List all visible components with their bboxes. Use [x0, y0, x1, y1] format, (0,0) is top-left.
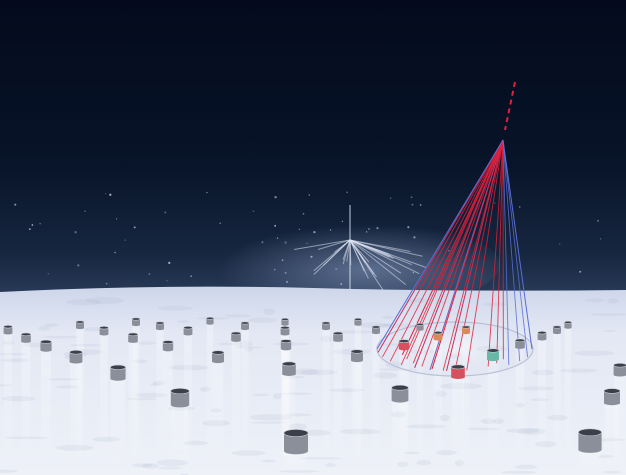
- detector-tank: [398, 339, 410, 351]
- detector-tank: [280, 326, 290, 336]
- detector-tank: [450, 364, 466, 379]
- snow-field: [0, 286, 626, 475]
- detector-tank: [613, 362, 626, 377]
- detector-tank: [131, 317, 141, 327]
- detector-tank: [3, 325, 13, 335]
- detector-tank: [283, 429, 309, 455]
- detector-tank: [155, 321, 165, 331]
- detector-tank: [240, 321, 250, 331]
- detector-tank: [416, 322, 424, 331]
- detector-tank-icon: [3, 316, 626, 455]
- detector-tank: [99, 326, 109, 336]
- detector-tank: [433, 331, 443, 341]
- detector-tank: [281, 361, 297, 376]
- detector-tank: [230, 331, 242, 342]
- detector-tank: [350, 349, 364, 363]
- detector-tank: [514, 338, 526, 349]
- light-cone-icon: [376, 139, 533, 372]
- detector-tank: [281, 317, 289, 326]
- detector-tank: [332, 331, 344, 342]
- detector-tank: [603, 388, 621, 406]
- detector-tank: [354, 317, 362, 326]
- detector-tank: [564, 320, 572, 329]
- detector-tank: [321, 321, 331, 331]
- detector-tank: [20, 332, 32, 343]
- detector-tank: [280, 339, 292, 351]
- detector-tank: [578, 428, 602, 453]
- detector-tank: [40, 339, 52, 352]
- detector-tank: [461, 325, 471, 335]
- detector-tank: [183, 326, 193, 336]
- detector-tank: [127, 332, 139, 343]
- detector-tank: [211, 350, 225, 364]
- detector-tank: [391, 384, 409, 403]
- detector-tank: [206, 316, 214, 325]
- detector-tank: [371, 325, 381, 335]
- detector-tank: [69, 349, 83, 364]
- detector-tank: [537, 331, 547, 341]
- detector-tank: [486, 348, 500, 362]
- detector-tank: [162, 340, 174, 352]
- detector-tank: [170, 388, 190, 408]
- detector-tank: [110, 364, 126, 381]
- detector-tank: [75, 320, 85, 330]
- particle-track-icon: [504, 81, 516, 131]
- detector-tank: [552, 325, 562, 335]
